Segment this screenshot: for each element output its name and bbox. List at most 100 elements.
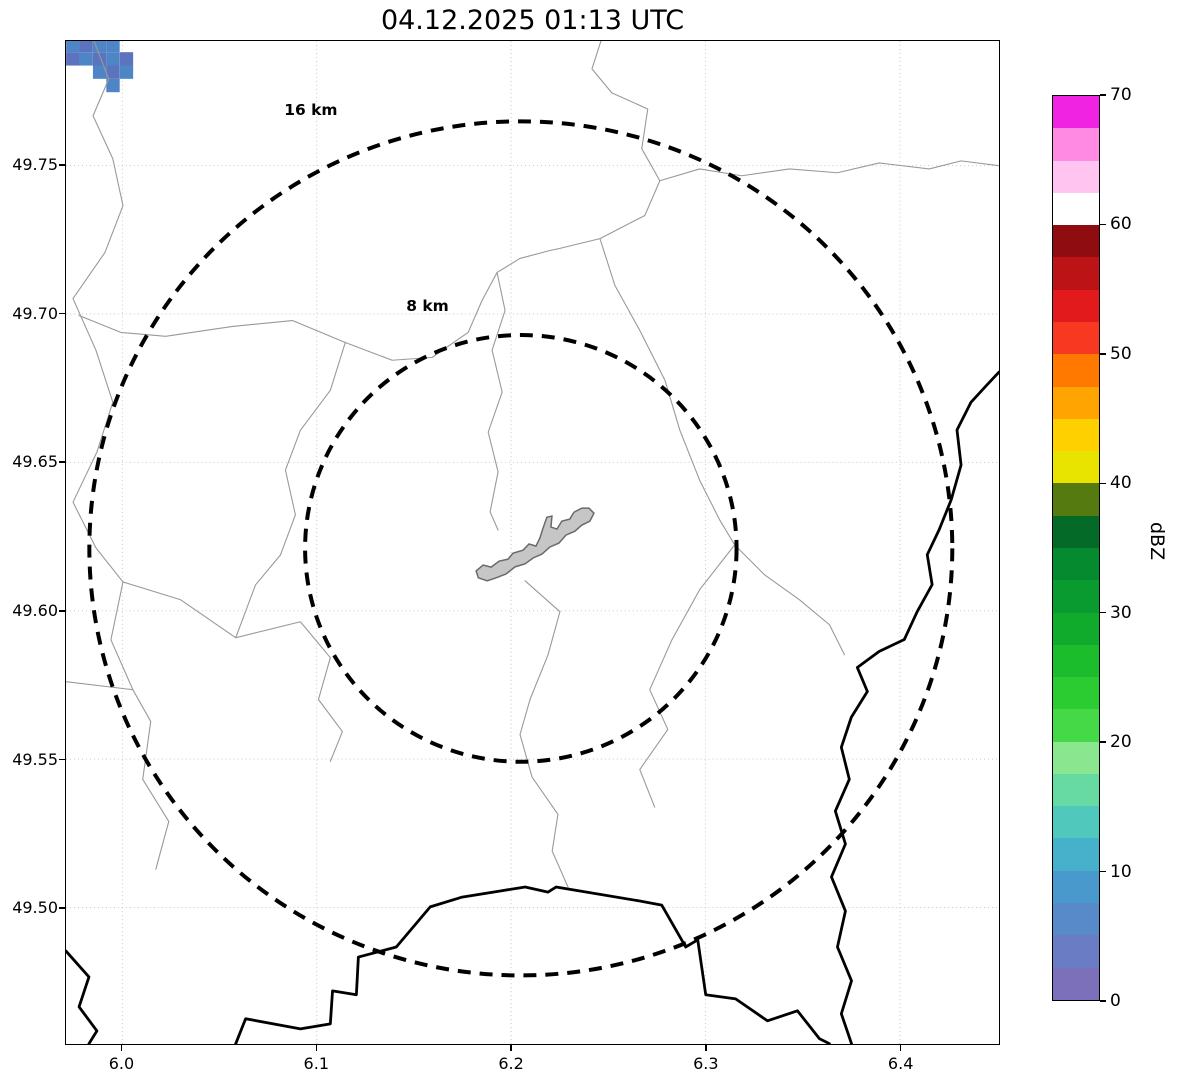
colorbar-tick-mark (1100, 482, 1106, 485)
colorbar-band (1053, 418, 1099, 452)
y-tick-label: 49.55 (12, 749, 58, 769)
radar-echo-cell (66, 41, 80, 53)
y-tick-label: 49.60 (12, 600, 58, 620)
colorbar-band (1053, 935, 1099, 968)
colorbar-band (1053, 903, 1099, 936)
country-border-line (66, 949, 99, 1044)
boundary-line (659, 160, 999, 182)
colorbar-band (1053, 289, 1099, 322)
y-tick-label: 49.50 (12, 898, 58, 918)
x-tick-mark (899, 1045, 902, 1051)
boundary-line (66, 681, 134, 691)
boundary-line (122, 581, 343, 763)
colorbar-band (1053, 96, 1099, 129)
boundary-line (599, 238, 845, 656)
colorbar-tick-mark (1100, 94, 1106, 96)
colorbar-band (1053, 192, 1099, 226)
colorbar-band (1053, 128, 1099, 161)
colorbar-band (1053, 386, 1099, 419)
colorbar-tick-label: 30 (1110, 602, 1132, 623)
radar-echo-cell (79, 41, 93, 53)
colorbar-band (1053, 451, 1099, 484)
boundary-line (549, 41, 661, 252)
country-border-line (234, 885, 831, 1044)
colorbar-band (1053, 515, 1099, 548)
colorbar-band (1053, 321, 1099, 355)
x-tick-label: 6.3 (693, 1054, 719, 1073)
y-tick-mark (59, 610, 65, 612)
colorbar-tick-mark (1100, 223, 1106, 226)
y-tick-label: 49.75 (12, 154, 58, 174)
city-boundary-polygon (475, 507, 595, 582)
x-tick-mark (120, 1045, 123, 1051)
colorbar-band (1053, 773, 1099, 807)
country-border-line (830, 370, 999, 1044)
radar-echo-cell (119, 52, 134, 66)
map-plot-area: 8 km 16 km (65, 40, 1000, 1045)
radar-echo-cell (92, 52, 107, 66)
plot-title: 04.12.2025 01:13 UTC (380, 5, 685, 36)
y-tick-mark (59, 164, 65, 166)
colorbar-band (1053, 806, 1099, 839)
radar-echo-cell (106, 41, 120, 53)
range-ring-label: 16 km (284, 101, 337, 119)
colorbar-band (1053, 838, 1099, 871)
x-tick-mark (315, 1045, 318, 1051)
boundary-line (639, 544, 736, 808)
colorbar-band (1053, 483, 1099, 516)
x-tick-mark (510, 1045, 512, 1051)
radar-echo-cell (119, 65, 134, 79)
colorbar-tick-label: 0 (1110, 991, 1121, 1011)
colorbar-tick-mark (1100, 741, 1106, 743)
boundary-line (235, 341, 346, 639)
range-ring-label: 8 km (406, 297, 449, 315)
boundary-line (487, 271, 506, 531)
colorbar-band (1053, 644, 1099, 678)
colorbar-band (1053, 257, 1099, 290)
colorbar-band (1053, 709, 1099, 742)
colorbar-label: dBZ (1146, 522, 1168, 561)
boundary-line (78, 249, 551, 361)
radar-echo-cell (92, 65, 107, 79)
x-tick-label: 6.0 (108, 1054, 135, 1073)
boundary-line (519, 580, 569, 888)
y-tick-mark (59, 907, 65, 909)
radar-echo-cell (106, 65, 120, 79)
radar-echo-cell (106, 78, 120, 93)
colorbar-band (1053, 741, 1099, 774)
colorbar-tick-label: 50 (1110, 343, 1132, 364)
radar-echo-cell (92, 41, 107, 53)
y-tick-mark (59, 461, 65, 463)
colorbar-tick-label: 70 (1110, 85, 1132, 105)
colorbar-band (1053, 967, 1099, 1000)
radar-echo-cell (66, 52, 80, 66)
radar-echo-cell (106, 52, 120, 66)
boundary-line (72, 41, 170, 870)
colorbar-band (1053, 160, 1099, 193)
range-ring (87, 119, 955, 978)
colorbar (1052, 95, 1100, 1001)
radar-map: 8 km 16 km (66, 41, 999, 1044)
colorbar-tick-mark (1100, 1000, 1106, 1002)
colorbar-band (1053, 870, 1099, 904)
x-tick-mark (705, 1045, 707, 1051)
y-tick-mark (59, 758, 65, 761)
y-tick-label: 49.65 (12, 452, 58, 472)
colorbar-band (1053, 677, 1099, 710)
colorbar-band (1053, 580, 1099, 613)
x-tick-label: 6.2 (498, 1054, 524, 1073)
colorbar-tick-label: 60 (1110, 214, 1132, 235)
x-tick-label: 6.4 (887, 1054, 914, 1073)
colorbar-band (1053, 547, 1099, 581)
colorbar-band (1053, 225, 1099, 258)
colorbar-tick-mark (1100, 353, 1106, 355)
x-tick-label: 6.1 (303, 1054, 329, 1073)
colorbar-tick-label: 40 (1110, 473, 1132, 494)
colorbar-tick-label: 10 (1110, 861, 1132, 882)
y-tick-label: 49.70 (12, 303, 58, 323)
range-ring (303, 333, 739, 764)
y-tick-mark (59, 312, 65, 315)
colorbar-band (1053, 354, 1099, 387)
colorbar-band (1053, 612, 1099, 645)
